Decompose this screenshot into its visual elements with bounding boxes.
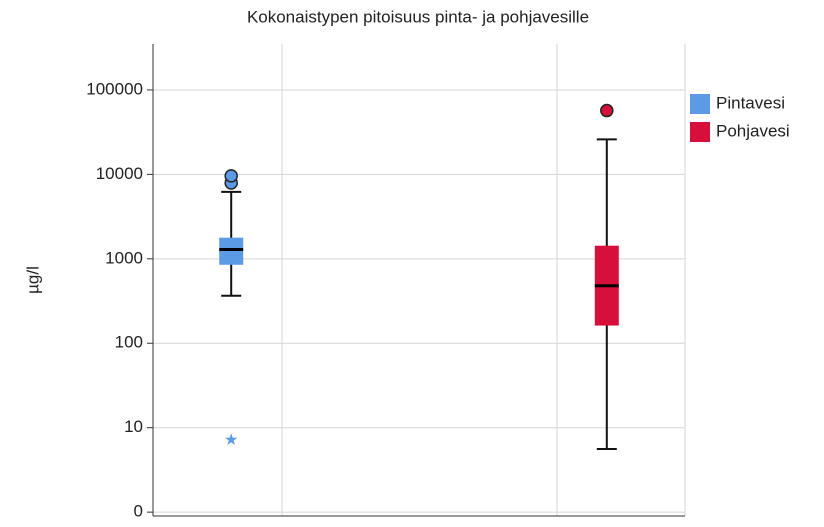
legend-label: Pohjavesi (716, 121, 790, 140)
box (219, 237, 244, 265)
y-tick-label: 100 (115, 333, 143, 352)
legend-swatch (690, 122, 710, 142)
y-tick-label: 10 (124, 417, 143, 436)
y-tick-label: 0 (134, 502, 143, 521)
legend-label: Pintavesi (716, 93, 785, 112)
chart-title: Kokonaistypen pitoisuus pinta- ja pohjav… (247, 7, 589, 26)
y-tick-label: 1000 (105, 248, 143, 267)
legend-swatch (690, 94, 710, 114)
y-tick-label: 10000 (96, 164, 143, 183)
outlier (224, 169, 238, 183)
extreme (225, 433, 238, 445)
y-axis-label: µg/l (23, 266, 42, 294)
outlier (600, 103, 614, 118)
y-tick-label: 100000 (86, 79, 143, 98)
